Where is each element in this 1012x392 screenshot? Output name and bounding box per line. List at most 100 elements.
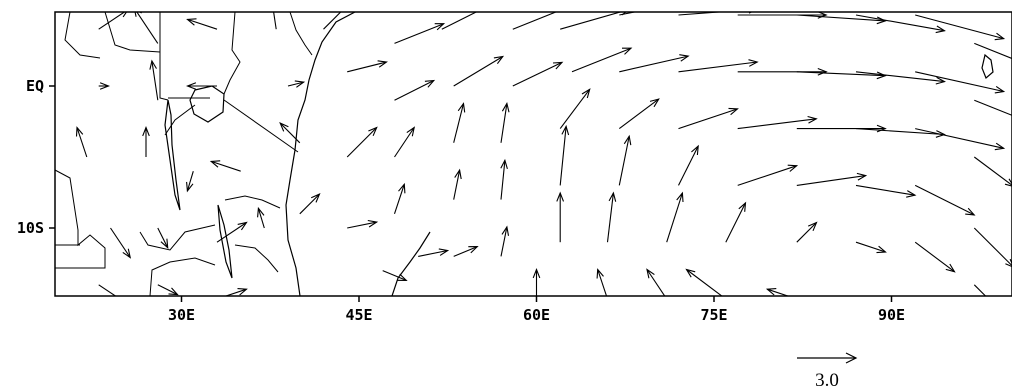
axis-ticks [49,85,893,302]
wind-arrow [606,191,617,243]
wind-arrow-shaft [257,208,265,229]
wind-arrow-shaft [686,269,723,296]
wind-arrow-shaft [559,126,567,186]
reference-vector-label: 3.0 [815,370,839,391]
wind-arrow-shaft [796,175,866,186]
wind-arrow-head [454,168,462,180]
wind-arrow-shaft [737,118,817,130]
wind-arrow [678,59,759,73]
wind-arrow [915,299,925,329]
wind-arrow-shaft [678,108,738,130]
wind-arrow [209,160,241,172]
wind-arrow-head [556,191,565,202]
wind-arrow-head [565,12,566,13]
wind-arrow [382,270,408,281]
wind-arrow [418,248,450,257]
wind-arrow-head [457,102,466,113]
wind-arrow [98,284,117,296]
wind-arrow [157,227,169,250]
wind-arrow [915,14,1006,41]
lake-victoria-outline [189,85,225,123]
wind-arrow-head [99,82,111,90]
wind-arrow [347,219,379,229]
wind-arrow-shaft [151,60,159,101]
wind-arrow-shaft [453,246,478,257]
wind-arrow-head [817,67,828,76]
wind-arrow-head [424,79,436,88]
wind-arrow-head [679,54,690,62]
wind-arrow [618,98,660,130]
wind-arrow-head [310,193,321,203]
wind-arrow-head [561,124,570,136]
wind-arrow-head [186,18,197,26]
wind-arrow-shaft [136,12,159,44]
wind-arrow [149,59,159,101]
wind-arrow-head [807,115,818,124]
wind-arrow-shaft [453,56,504,87]
wind-arrow-shaft [914,241,955,273]
wind-arrow [678,107,739,130]
wind-arrow-shaft [382,270,407,281]
wind-arrow [678,144,699,186]
wind-arrow-shaft [453,103,465,143]
wind-arrow-shaft [974,42,1012,60]
wind-arrow [556,191,565,243]
wind-arrow-head [623,134,632,146]
wind-arrow [853,299,860,319]
wind-arrow [98,82,111,90]
border-segment [64,12,101,59]
wind-arrow-head [160,238,169,250]
wind-arrow-head [501,102,510,113]
wind-arrow [279,122,301,144]
wind-arrow-head [492,0,501,6]
lake-malawi-outline [217,204,233,279]
wind-arrow-head [186,181,194,193]
wind-arrow [646,268,666,296]
wind-arrow-head [294,80,306,88]
wind-arrow [512,12,566,30]
wind-arrow [855,71,946,85]
wind-arrow-head [906,190,917,198]
wind-arrow-head [856,172,868,181]
wind-arrow-head [1004,178,1012,187]
wind-arrow [110,227,132,259]
border-segment [104,12,161,53]
x-tick-label-75e: 75E [700,306,727,324]
wind-arrow [185,82,217,90]
wind-arrow [737,164,799,186]
wind-arrow [347,60,388,73]
plot-frame [54,11,1012,297]
wind-arrow-head [935,76,946,85]
wind-arrow [500,158,508,200]
wind-arrow-head [787,164,799,172]
border-segment [159,12,169,101]
wind-arrow [287,80,306,88]
wind-arrow-shaft [98,284,117,296]
wind-arrow-head [945,263,956,273]
wind-arrow [393,182,406,214]
wind-arrow [453,168,462,200]
wind-arrow-shaft [418,249,448,257]
wind-arrow-head [676,191,684,203]
wind-arrow [796,124,887,133]
wind-arrow-shaft [187,18,218,30]
wind-arrow-shaft [76,127,88,158]
wind-arrow-shaft [973,156,1012,186]
wind-arrow [915,71,1006,94]
wind-arrow-shaft [796,14,886,22]
wind-arrow-head [689,0,698,4]
wind-arrow [796,14,887,25]
wind-arrow-head [493,55,505,65]
wind-arrow-shaft [287,81,304,87]
wind-arrow [134,12,159,44]
wind-vectors [75,0,1012,329]
wind-arrow-shaft [915,71,1004,93]
wind-arrow [453,55,505,87]
wind-arrow [855,128,946,138]
wind-arrow [973,227,1012,268]
wind-arrow [737,67,828,76]
wind-arrow [532,267,541,296]
wind-arrow [75,126,88,158]
wind-arrow-shaft [393,184,405,214]
wind-arrow-head [876,124,887,133]
